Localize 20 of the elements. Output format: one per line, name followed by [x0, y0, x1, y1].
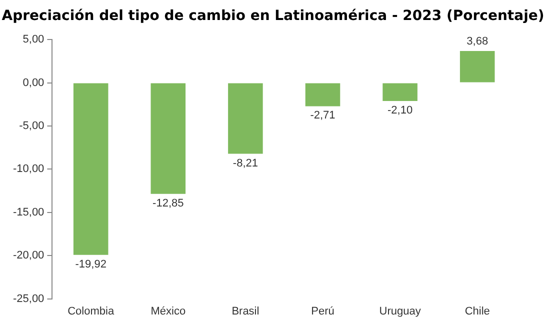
y-tick-label: -25,00 [12, 292, 44, 305]
x-tick-label: Perú [311, 305, 334, 318]
data-label: 3,68 [466, 36, 488, 48]
data-label: -2,10 [388, 104, 413, 116]
chart-title: Apreciación del tipo de cambio en Latinoamérica - 2023 (Porcentaje) [0, 8, 546, 26]
y-tick-label: -15,00 [12, 206, 44, 218]
data-label: -8,21 [232, 157, 258, 170]
x-tick-label: México [150, 305, 186, 318]
data-label: -12,85 [152, 197, 184, 210]
y-tick-label: 5,00 [22, 34, 44, 46]
y-tick-label: -5,00 [19, 120, 44, 132]
data-label: -2,71 [310, 110, 336, 122]
x-tick-label: Chile [464, 305, 490, 318]
y-tick-label: 0,00 [22, 76, 44, 89]
data-label: -19,92 [75, 258, 106, 270]
y-tick-label: -10,00 [12, 163, 44, 176]
y-tick-label: -20,00 [12, 250, 44, 262]
x-tick-label: Colombia [68, 305, 115, 318]
x-tick-label: Uruguay [379, 305, 422, 318]
x-tick-label: Brasil [232, 305, 260, 318]
